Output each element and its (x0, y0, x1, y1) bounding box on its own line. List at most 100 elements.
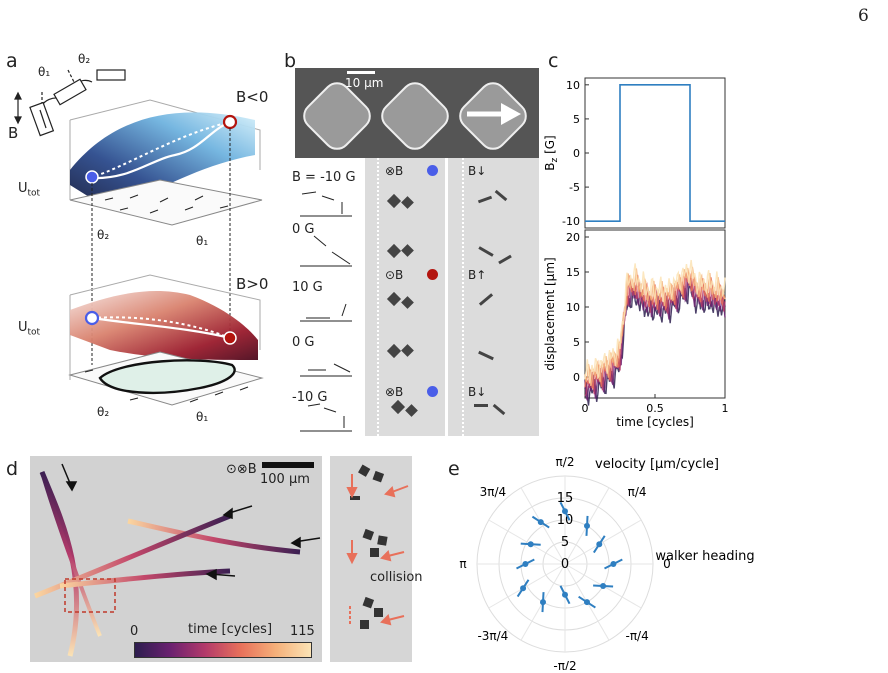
polar-angle-label-5: -3π/4 (477, 629, 508, 643)
scale-bar-d-label: 100 µm (260, 472, 310, 487)
col-marker-sym-1: ⊙B (385, 268, 404, 282)
polar-point-8 (540, 599, 546, 606)
polar-spoke (564, 519, 642, 565)
colorbar-min: 0 (130, 624, 139, 639)
axis-theta2-bottom: θ₂ (97, 405, 110, 419)
theta1-label: θ₁ (38, 65, 51, 79)
panel-e-polar: 0 5 10 15 0 π/4 π/2 3π/4 π -3π/4 -π/2 -π/4 velocity … (459, 455, 754, 670)
magnetization-arrow-icon (467, 103, 521, 125)
field-label-0: B = -10 G (292, 170, 356, 185)
polar-spoke (488, 563, 566, 609)
sem-image: 10 µm (295, 68, 539, 158)
field-label-2: 10 G (292, 280, 323, 295)
field-label-3: 0 G (292, 335, 315, 350)
polar-angle-label-7: -π/4 (626, 629, 649, 643)
polar-rtick-2: 10 (557, 513, 574, 528)
polar-angle-label-2: π/2 (556, 455, 575, 469)
polar-point-0 (610, 561, 617, 567)
bz-ytick-label-2: 0 (573, 147, 580, 160)
field-symbol: ⊙⊗B (226, 462, 257, 477)
u-tot-top-label: Utot (18, 181, 41, 199)
u-tot-bottom-label: Utot (18, 320, 41, 338)
panel-label-a: a (6, 50, 18, 72)
disp-ylabel: displacement [µm] (543, 257, 557, 370)
micro-strip-left: ⊗B ⊙B ⊗B (365, 158, 445, 436)
bz-plot-frame (584, 77, 726, 229)
col-marker-sym-2: ⊗B (385, 385, 404, 399)
axis-theta2-top: θ₂ (97, 228, 110, 242)
disp-ytick-label-0: 0 (573, 371, 580, 384)
disp-xtick-label-1: 0.5 (646, 402, 664, 415)
collision-label: collision (370, 570, 423, 585)
col-marker-sym-0: ⊗B (385, 164, 404, 178)
polar-angle-label-4: π (459, 557, 466, 571)
polar-point-10 (584, 599, 590, 606)
page-number: 6 (858, 6, 869, 26)
col-marker-dot-2 (427, 386, 438, 397)
disp-series-line-5 (584, 259, 726, 384)
polar-point-3 (562, 508, 568, 515)
col-marker-dot-1 (427, 269, 438, 280)
bottom-condition-label: B>0 (236, 275, 269, 293)
side-marker-1: B↑ (468, 268, 487, 282)
disp-ytick-label-1: 5 (573, 336, 580, 349)
bz-ytick-label-4: 10 (566, 79, 580, 92)
panel-a-diagram (14, 69, 264, 406)
scale-bar-d (262, 462, 314, 468)
disp-ytick-label-4: 20 (566, 231, 580, 244)
panel-c-charts: -10 -5 0 5 10 Bz [G] 0 5 10 15 20 0 0.5 1 time [cycles… (543, 77, 729, 428)
colorbar-max: 115 (290, 624, 315, 639)
polar-point-7 (520, 585, 527, 592)
field-label-4: -10 G (292, 390, 328, 405)
top-condition-label: B<0 (236, 88, 269, 106)
polar-angle-label-6: -π/2 (553, 659, 576, 670)
panel-label-d: d (6, 458, 19, 480)
polar-rtick-3: 15 (557, 491, 574, 506)
trajectory-image: ⊙⊗B 100 µm 0 115 time [cycles] (30, 456, 322, 662)
side-marker-2: B↓ (468, 385, 487, 399)
polar-point-6 (522, 561, 529, 567)
polar-angle-label: walker heading (655, 549, 754, 564)
disp-xtick-label-2: 1 (722, 402, 729, 415)
polar-angle-label-0: 0 (663, 557, 671, 571)
polar-point-9 (562, 591, 568, 598)
polar-point-2 (584, 522, 590, 529)
disp-ytick-label-3: 15 (566, 266, 580, 279)
field-label-1: 0 G (292, 222, 315, 237)
colorbar (134, 642, 312, 658)
micro-strip-right: B↓ B↑ B↓ (448, 158, 539, 436)
polar-point-5 (527, 541, 534, 548)
scale-bar (347, 71, 375, 74)
col-marker-dot-0 (427, 165, 438, 176)
colorbar-label: time [cycles] (188, 622, 273, 637)
polar-angle-label-1: π/4 (628, 485, 647, 499)
b-field-label: B (8, 124, 19, 142)
magnet-square-2 (375, 76, 455, 156)
polar-spoke (488, 519, 566, 565)
disp-xlabel: time [cycles] (616, 415, 694, 428)
panel-label-c: c (548, 50, 559, 72)
trajectories (34, 463, 321, 657)
polar-title: velocity [µm/cycle] (595, 457, 719, 472)
bottom-energy-surface (68, 274, 264, 406)
polar-spoke (520, 487, 566, 565)
polar-point-11 (600, 583, 607, 589)
bz-ytick-label-0: -10 (562, 215, 580, 228)
disp-ytick-label-2: 10 (566, 301, 580, 314)
walker-sketch (14, 69, 126, 137)
polar-angle-label-3: 3π/4 (480, 485, 507, 499)
scale-bar-label: 10 µm (345, 76, 384, 90)
axis-theta1-bottom: θ₁ (196, 410, 209, 424)
disp-xtick-label-0: 0 (582, 402, 589, 415)
walker-schematics (300, 191, 352, 432)
collision-frames (346, 464, 409, 629)
bz-ytick-label-1: -5 (569, 181, 580, 194)
bz-series-line (585, 84, 725, 222)
polar-point-4 (537, 519, 544, 526)
polar-rtick-1: 5 (561, 535, 569, 550)
theta2-label: θ₂ (78, 52, 91, 66)
bz-ytick-label-3: 5 (573, 113, 580, 126)
axis-theta1-top: θ₁ (196, 234, 209, 248)
collision-strip: collision (330, 456, 423, 662)
